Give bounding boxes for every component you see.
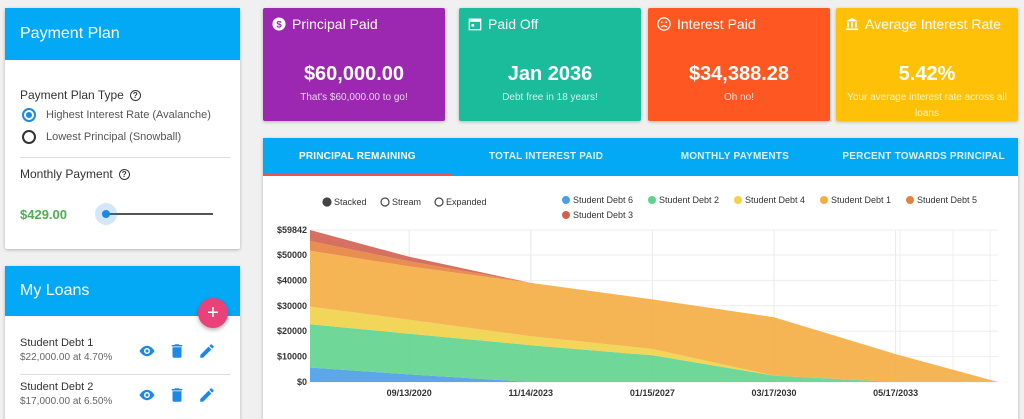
area-series-student-debt-1 [310,250,998,382]
trash-icon[interactable] [168,386,186,404]
x-tick-label: 11/14/2023 [509,388,554,398]
pencil-icon[interactable] [198,342,216,360]
legend-swatch [562,211,570,219]
stat-title: Paid Off [488,16,539,32]
payment-plan-card: Payment Plan Payment Plan Type ? Highest… [5,8,240,249]
sad-face-icon [657,17,671,31]
pencil-icon[interactable] [198,386,216,404]
y-tick-label: $0 [297,377,307,387]
chart-mode-expanded-icon[interactable] [434,197,444,207]
dollar-icon: $ [272,17,286,31]
plus-icon: + [207,302,219,324]
chart-mode-expanded[interactable]: Expanded [446,197,487,207]
area-series-student-debt-6 [310,367,998,382]
tab-total-interest-paid[interactable]: TOTAL INTEREST PAID [489,151,604,162]
loan-item: Student Debt 2 $17,000.00 at 6.50% [20,376,230,414]
legend-item[interactable]: Student Debt 3 [573,210,633,220]
y-tick-label: $50000 [277,250,307,260]
radio-avalanche[interactable]: Highest Interest Rate (Avalanche) [22,108,211,122]
chart-card: PRINCIPAL REMAINING TOTAL INTEREST PAID … [263,138,1018,419]
legend-swatch [648,196,656,204]
stat-subtitle: Debt free in 18 years! [502,92,598,103]
add-loan-button[interactable]: + [198,298,228,328]
stat-subtitle: Your average interest rate across all lo… [847,92,1007,119]
x-tick-label: 09/13/2020 [387,388,432,398]
y-tick-label: $40000 [277,275,307,285]
my-loans-card: My Loans + Student Debt 1 $22,000.00 at … [5,266,240,419]
principal-remaining-chart: Stacked Stream Expanded Student Debt 6 Stude… [277,195,998,398]
chart-tabs: PRINCIPAL REMAINING TOTAL INTEREST PAID … [263,138,1018,176]
legend-item[interactable]: Student Debt 4 [745,195,805,205]
legend-item[interactable]: Student Debt 6 [573,195,633,205]
help-icon[interactable]: ? [129,89,141,101]
chart-mode-stream[interactable]: Stream [392,197,421,207]
loan-name: Student Debt 1 [20,337,94,349]
payment-plan-title: Payment Plan [5,8,240,60]
monthly-payment-slider[interactable] [105,213,213,215]
area-series-student-debt-5 [310,241,998,382]
stat-value: $34,388.28 [688,63,790,85]
stat-card-interest-paid: Interest Paid $34,388.28 Oh no! [648,8,830,121]
tab-monthly-payments[interactable]: MONTHLY PAYMENTS [680,151,789,162]
trash-icon[interactable] [168,342,186,360]
chart-mode-stacked[interactable]: Stacked [334,197,367,207]
tab-principal-remaining[interactable]: PRINCIPAL REMAINING [263,138,452,176]
radio-snowball[interactable]: Lowest Principal (Snowball) [22,130,181,144]
legend-swatch [562,196,570,204]
tab-percent-towards-principal[interactable]: PERCENT TOWARDS PRINCIPAL [842,151,1005,162]
loan-item: Student Debt 1 $22,000.00 at 4.70% [20,332,230,370]
payment-plan-type-label: Payment Plan Type ? [20,88,141,102]
monthly-payment-label: Monthly Payment ? [20,167,130,181]
stat-subtitle: That's $60,000.00 to go! [300,92,408,103]
divider [20,157,230,158]
legend-item[interactable]: Student Debt 1 [831,195,891,205]
calendar-icon [468,18,482,31]
help-icon[interactable]: ? [118,168,130,180]
stat-title: Average Interest Rate [865,16,1001,32]
stat-value: $60,000.00 [303,63,405,85]
chart-mode-stacked-icon[interactable] [322,197,332,207]
y-tick-label: $59842 [277,225,307,235]
stat-value: 5.42% [898,63,956,85]
stat-title: Interest Paid [677,16,756,32]
stat-subtitle: Oh no! [723,92,755,103]
y-tick-label: $10000 [277,352,307,362]
legend-item[interactable]: Student Debt 5 [917,195,977,205]
stat-card-paid-off: Paid Off Jan 2036 Debt free in 18 years! [459,8,641,121]
y-tick-label: $20000 [277,326,307,336]
stat-card-average-interest-rate: Average Interest Rate 5.42% Your average… [836,8,1018,121]
legend-item[interactable]: Student Debt 2 [659,195,719,205]
radio-unselected-icon[interactable] [22,130,36,144]
legend-swatch [734,196,742,204]
slider-thumb[interactable] [102,210,110,218]
area-series-student-debt-2 [310,324,998,382]
stat-title: Principal Paid [292,16,378,32]
stat-card-principal-paid: $ Principal Paid $60,000.00 That's $60,0… [263,8,445,121]
monthly-payment-value: $429.00 [20,207,67,222]
x-tick-label: 03/17/2030 [751,388,796,398]
chart-mode-stream-icon[interactable] [380,197,390,207]
loan-detail: $17,000.00 at 6.50% [20,396,113,407]
loan-detail: $22,000.00 at 4.70% [20,352,113,363]
svg-text:$: $ [276,20,282,31]
bank-icon [845,17,859,31]
eye-icon[interactable] [138,342,156,360]
radio-selected-icon[interactable] [22,108,36,122]
legend-swatch [820,196,828,204]
eye-icon[interactable] [138,386,156,404]
loan-name: Student Debt 2 [20,381,94,393]
stat-value: Jan 2036 [507,63,593,85]
legend-swatch [906,196,914,204]
divider [20,374,230,375]
y-tick-label: $30000 [277,301,307,311]
x-tick-label: 01/15/2027 [630,388,675,398]
x-tick-label: 05/17/2033 [873,388,918,398]
